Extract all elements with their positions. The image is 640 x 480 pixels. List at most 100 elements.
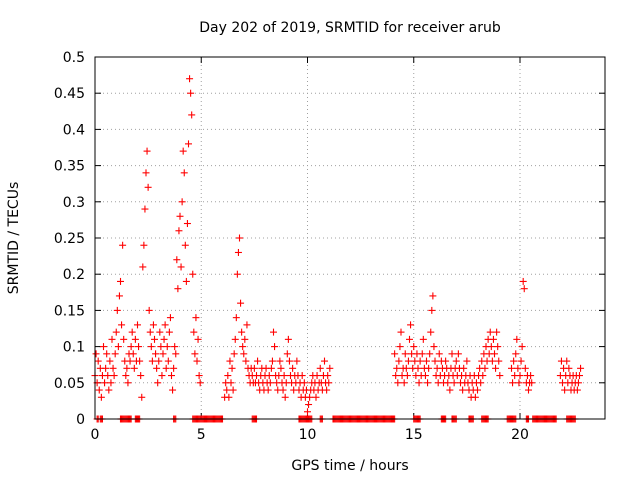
data-point [471,393,479,401]
y-tick-label: 0.2 [63,267,85,283]
data-point [177,263,185,271]
data-point [224,372,232,380]
data-point [305,401,313,409]
data-point [134,321,141,329]
data-point [509,379,517,387]
data-point [237,299,245,307]
data-point [128,328,136,336]
data-point [313,372,321,380]
data-point [227,379,235,387]
data-point [153,364,161,372]
data-point [126,357,134,365]
data-point [528,379,536,387]
data-point [521,364,529,372]
data-point [493,328,501,336]
data-point [573,386,581,394]
data-point [148,357,156,365]
data-point [240,350,248,358]
y-tick-label: 0.5 [63,50,85,66]
y-tick-label: 0.35 [54,159,85,175]
data-point [406,335,413,343]
data-point [112,328,120,336]
x-tick-label: 10 [299,427,317,443]
data-point [393,364,401,372]
data-point [514,364,522,372]
data-point [279,386,287,394]
data-point [103,350,111,358]
data-point [241,335,249,343]
data-point [435,350,443,358]
data-point [137,372,145,380]
data-point [94,357,102,365]
data-point [304,408,311,416]
data-point [231,335,239,343]
data-point [92,350,100,358]
data-point [238,328,246,336]
data-point [285,357,293,365]
data-points [91,75,585,423]
data-point [486,328,494,336]
data-point [161,321,169,329]
data-point [527,372,535,380]
data-point [277,364,285,372]
data-point [130,364,138,372]
data-point [321,357,328,365]
x-tick-label: 5 [197,427,206,443]
data-point [425,364,433,372]
grid-lines [95,57,605,419]
data-point [106,357,114,365]
data-point [135,343,143,351]
data-point [395,357,403,365]
data-point [508,364,515,372]
data-point [254,357,262,365]
data-point [293,357,301,365]
data-point [139,263,147,271]
data-point [140,241,148,249]
data-point [186,75,194,83]
data-point [118,321,126,329]
chart-title: Day 202 of 2019, SRMTID for receiver aru… [199,20,501,36]
data-point [100,343,107,351]
data-point [147,343,155,351]
data-point [519,277,527,285]
data-point [266,379,274,387]
data-point [226,357,234,365]
data-point [407,321,415,329]
data-point [250,364,258,372]
data-point [155,357,163,365]
data-point [107,379,115,387]
data-point [268,357,276,365]
data-point [166,314,174,322]
data-point [271,343,279,351]
data-point [280,372,288,380]
data-point [496,372,504,380]
data-point [136,357,144,365]
data-point [146,328,154,336]
data-point [127,343,135,351]
data-point [225,393,233,401]
data-point [178,198,186,206]
data-point [232,314,240,322]
data-point [520,285,528,293]
data-point [115,292,123,300]
data-point [460,364,468,372]
data-point [234,248,242,256]
data-point [525,386,532,394]
data-point [576,372,583,380]
data-point [481,364,489,372]
data-point [516,372,524,380]
data-point [512,350,520,358]
data-point [264,386,272,394]
data-point [300,379,308,387]
data-point [174,285,182,293]
data-point [131,335,139,343]
data-point [114,343,122,351]
data-point [194,335,202,343]
data-point [111,350,119,358]
data-point [108,335,116,343]
data-point [426,350,434,358]
data-point [452,357,460,365]
data-point [577,364,585,372]
y-tick-label: 0.1 [63,340,85,356]
data-point [565,364,573,372]
